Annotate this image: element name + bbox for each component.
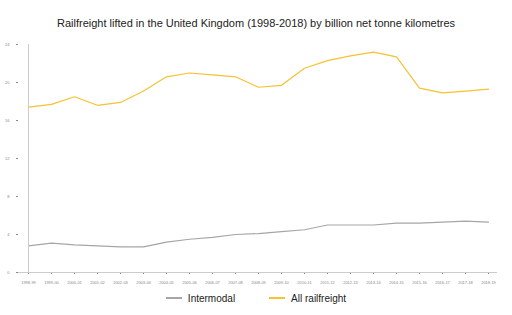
svg-text:2015-16: 2015-16 xyxy=(412,280,427,285)
svg-text:2018-19: 2018-19 xyxy=(481,280,496,285)
svg-text:2001-02: 2001-02 xyxy=(90,280,105,285)
svg-text:4: 4 xyxy=(7,232,10,237)
svg-text:2010-11: 2010-11 xyxy=(297,280,312,285)
svg-text:2006-07: 2006-07 xyxy=(205,280,220,285)
svg-text:1998-99: 1998-99 xyxy=(21,280,36,285)
svg-text:2017-18: 2017-18 xyxy=(458,280,473,285)
svg-text:2003-04: 2003-04 xyxy=(136,280,151,285)
svg-text:2014-15: 2014-15 xyxy=(389,280,404,285)
svg-text:1999-00: 1999-00 xyxy=(44,280,59,285)
svg-text:2012-13: 2012-13 xyxy=(343,280,358,285)
svg-text:2000-01: 2000-01 xyxy=(67,280,82,285)
svg-text:2004-05: 2004-05 xyxy=(159,280,174,285)
svg-text:2011-12: 2011-12 xyxy=(320,280,335,285)
svg-text:16: 16 xyxy=(5,118,10,123)
svg-text:2002-03: 2002-03 xyxy=(113,280,128,285)
svg-text:20: 20 xyxy=(5,80,10,85)
svg-text:2007-08: 2007-08 xyxy=(228,280,243,285)
html-text:Intermodal: Intermodal xyxy=(187,292,236,304)
svg-text:2008-09: 2008-09 xyxy=(251,280,266,285)
html-text:Railfreight lifted in the Unit: Railfreight lifted in the United Kingdom… xyxy=(57,17,455,29)
svg-text:0: 0 xyxy=(7,270,10,275)
svg-text:12: 12 xyxy=(5,156,10,161)
svg-text:8: 8 xyxy=(7,194,10,199)
svg-text:24: 24 xyxy=(5,42,10,47)
svg-text:2016-17: 2016-17 xyxy=(435,280,450,285)
svg-text:2005-06: 2005-06 xyxy=(182,280,197,285)
html-text:All railfreight: All railfreight xyxy=(291,292,347,304)
svg-text:2009-10: 2009-10 xyxy=(274,280,289,285)
svg-text:2013-14: 2013-14 xyxy=(366,280,381,285)
